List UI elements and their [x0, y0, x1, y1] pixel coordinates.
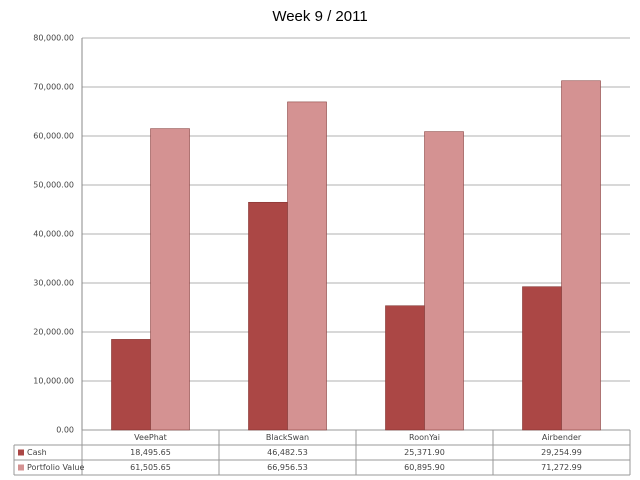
x-tick-label: BlackSwan: [266, 433, 309, 442]
legend-swatch: [18, 464, 24, 471]
bar: [424, 131, 464, 431]
x-tick-label: RoonYai: [409, 433, 440, 442]
y-tick-label: 10,000.00: [33, 377, 74, 386]
legend-label: Portfolio Value: [27, 463, 85, 472]
bar: [111, 339, 151, 431]
legend-label: Cash: [27, 448, 47, 457]
y-tick-label: 60,000.00: [33, 132, 74, 141]
table-value: 60,895.90: [404, 463, 445, 472]
table-value: 66,956.53: [267, 463, 308, 472]
y-tick-label: 30,000.00: [33, 279, 74, 288]
y-tick-label: 0.00: [56, 426, 74, 435]
chart-title: Week 9 / 2011: [272, 8, 367, 25]
bar: [150, 128, 190, 431]
table-value: 25,371.90: [404, 448, 445, 457]
y-tick-label: 40,000.00: [33, 230, 74, 239]
bar: [385, 305, 425, 431]
bar: [287, 101, 327, 431]
legend-swatch: [18, 449, 24, 456]
y-tick-label: 70,000.00: [33, 83, 74, 92]
table-value: 18,495.65: [130, 448, 171, 457]
table-value: 46,482.53: [267, 448, 308, 457]
x-tick-label: Airbender: [542, 433, 582, 442]
table-value: 71,272.99: [541, 463, 582, 472]
table-value: 29,254.99: [541, 448, 582, 457]
bar: [561, 80, 601, 431]
bar: [522, 286, 562, 431]
bar: [248, 201, 288, 431]
y-tick-label: 50,000.00: [33, 181, 74, 190]
x-tick-label: VeePhat: [134, 433, 167, 442]
table-value: 61,505.65: [130, 463, 171, 472]
y-tick-label: 20,000.00: [33, 328, 74, 337]
y-tick-label: 80,000.00: [33, 34, 74, 43]
